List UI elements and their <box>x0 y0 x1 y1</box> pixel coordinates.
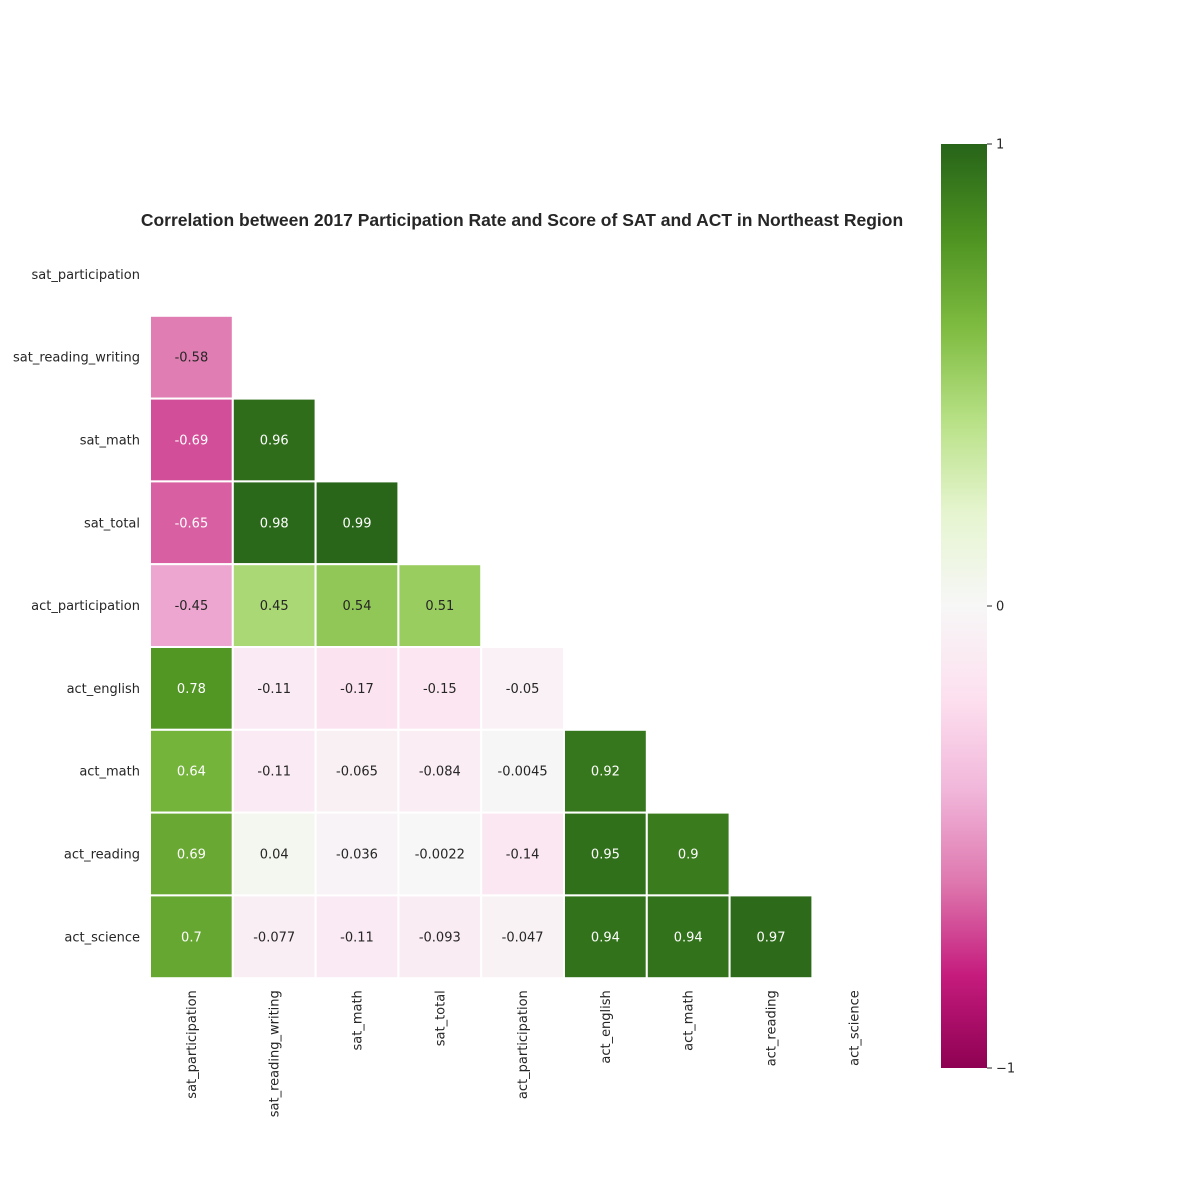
cell-value-label: 0.45 <box>260 599 289 614</box>
x-tick-label-sat_reading_writing: sat_reading_writing <box>268 990 283 1117</box>
cell-value-label: 0.92 <box>591 765 620 780</box>
cell-value-label: -0.11 <box>257 765 291 780</box>
heatmap-cell-act_math-act_english <box>563 728 648 814</box>
x-tick-label-act_math: act_math <box>682 990 697 1051</box>
x-tick-label-act_reading: act_reading <box>765 990 780 1066</box>
heatmap-cell-act_math-sat_participation <box>149 728 234 814</box>
heatmap-cell-act_math-sat_total <box>397 728 483 814</box>
heatmap-cell-act_science-sat_participation <box>149 894 234 980</box>
chart-title: Correlation between 2017 Participation R… <box>141 210 903 230</box>
colorbar-tick-label: 1 <box>996 138 1004 153</box>
colorbar <box>941 144 987 1068</box>
heatmap-cell-act_reading-act_english <box>563 811 648 897</box>
cell-value-label: -0.047 <box>502 930 544 945</box>
heatmap-cell-act_reading-sat_reading_writing <box>231 811 317 897</box>
x-axis-tick-labels: sat_participation sat_reading_writing sat_… <box>185 990 862 1117</box>
x-tick-label-act_english: act_english <box>599 990 614 1063</box>
cell-value-label: 0.78 <box>177 682 206 697</box>
heatmap-cell-act_math-sat_math <box>314 728 400 814</box>
x-tick-label-act_participation: act_participation <box>516 990 531 1099</box>
cell-value-label: -0.58 <box>175 351 209 366</box>
cell-value-label: -0.65 <box>175 516 209 531</box>
heatmap-cell-act_math-sat_reading_writing <box>231 728 317 814</box>
heatmap-cell-sat_total-sat_math <box>314 480 400 566</box>
heatmap-cell-act_participation-sat_total <box>397 563 483 649</box>
cell-value-label: 0.69 <box>177 848 206 863</box>
cell-value-label: -0.0022 <box>415 848 465 863</box>
y-tick-label-sat_participation: sat_participation <box>32 268 141 283</box>
cell-value-label: -0.0045 <box>498 765 548 780</box>
cell-value-label: -0.14 <box>506 848 540 863</box>
colorbar-tick-label: −1 <box>996 1062 1015 1077</box>
y-tick-label-sat_math: sat_math <box>80 434 140 449</box>
y-axis-tick-labels: sat_participation sat_reading_writing sat_… <box>13 268 140 945</box>
heatmap-cell-act_science-sat_math <box>314 894 400 980</box>
heatmap-cell-act_science-act_math <box>645 894 731 980</box>
x-tick-label-sat_math: sat_math <box>351 990 366 1050</box>
x-tick-label-sat_participation: sat_participation <box>185 990 200 1098</box>
cell-value-label: 0.64 <box>177 765 206 780</box>
cell-value-label: 0.04 <box>260 848 289 863</box>
cell-value-label: 0.54 <box>343 599 372 614</box>
x-tick-label-sat_total: sat_total <box>433 990 448 1046</box>
cell-value-label: -0.17 <box>340 682 374 697</box>
heatmap-cell-act_reading-sat_participation <box>149 811 234 897</box>
heatmap-cell-sat_math-sat_participation <box>149 397 234 483</box>
heatmap-cell-act_science-act_english <box>563 894 648 980</box>
cell-value-label: -0.69 <box>175 434 209 449</box>
cell-value-label: -0.093 <box>419 930 461 945</box>
cell-value-label: 0.96 <box>260 434 289 449</box>
cell-value-label: 0.51 <box>425 599 454 614</box>
heatmap-cells: -0.58 -0.69 0.96 -0.65 0.98 0.99 -0.45 0.45 0.54… <box>149 314 814 980</box>
cell-value-label: -0.05 <box>506 682 540 697</box>
cell-value-label: -0.45 <box>175 599 209 614</box>
cell-value-label: 0.94 <box>591 930 620 945</box>
cell-value-label: 0.99 <box>343 516 372 531</box>
heatmap-cell-act_english-sat_total <box>397 646 483 731</box>
cell-value-label: 0.95 <box>591 848 620 863</box>
y-tick-label-sat_total: sat_total <box>84 516 140 531</box>
y-tick-label-sat_reading_writing: sat_reading_writing <box>13 351 140 366</box>
cell-value-label: -0.15 <box>423 682 457 697</box>
cell-value-label: 0.97 <box>757 930 786 945</box>
colorbar-ticks: 1 0 −1 <box>987 138 1015 1077</box>
y-tick-label-act_english: act_english <box>67 682 140 697</box>
heatmap-cell-sat_reading_writing-sat_participation <box>149 314 234 400</box>
cell-value-label: -0.036 <box>336 848 378 863</box>
x-tick-label-act_science: act_science <box>847 990 862 1066</box>
y-tick-label-act_participation: act_participation <box>31 599 140 614</box>
cell-value-label: -0.11 <box>257 682 291 697</box>
heatmap-cell-act_math-act_participation <box>480 728 566 814</box>
cell-value-label: -0.11 <box>340 930 374 945</box>
cell-value-label: 0.98 <box>260 516 289 531</box>
cell-value-label: 0.94 <box>674 930 703 945</box>
cell-value-label: 0.7 <box>181 930 202 945</box>
cell-value-label: 0.9 <box>678 848 699 863</box>
heatmap-cell-act_english-sat_reading_writing <box>231 646 317 731</box>
cell-value-label: -0.084 <box>419 765 461 780</box>
y-tick-label-act_reading: act_reading <box>64 848 140 863</box>
heatmap-cell-act_science-act_reading <box>728 894 814 980</box>
cell-value-label: -0.077 <box>253 930 295 945</box>
y-tick-label-act_math: act_math <box>79 765 140 780</box>
heatmap-cell-act_reading-act_math <box>645 811 731 897</box>
colorbar-tick-label: 0 <box>996 600 1004 615</box>
y-tick-label-act_science: act_science <box>64 930 140 945</box>
cell-value-label: -0.065 <box>336 765 378 780</box>
heatmap-cell-act_participation-sat_reading_writing <box>231 563 317 649</box>
